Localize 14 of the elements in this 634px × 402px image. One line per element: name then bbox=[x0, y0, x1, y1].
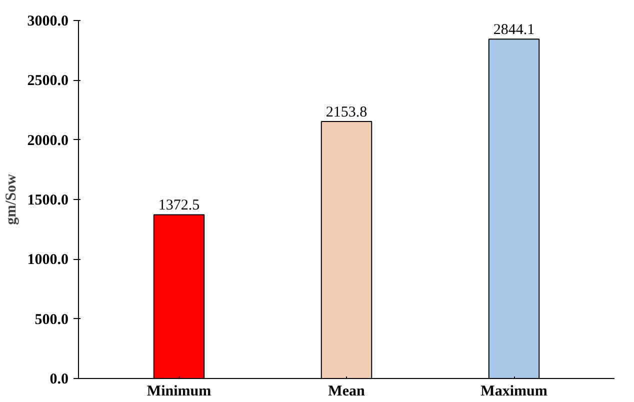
y-tick-label: 3000.0 bbox=[27, 14, 68, 30]
data-label: 2153.8 bbox=[326, 104, 368, 120]
y-axis-title: gm/Sow bbox=[3, 174, 20, 225]
x-tick-label: Mean bbox=[328, 384, 366, 400]
data-label: 2844.1 bbox=[493, 22, 535, 38]
y-tick-label: 2500.0 bbox=[27, 73, 68, 90]
x-tick-label: Maximum bbox=[480, 384, 548, 400]
data-label: 1372.5 bbox=[158, 198, 200, 214]
y-tick-label: 0.0 bbox=[50, 372, 68, 388]
x-tick-label: Minimum bbox=[146, 384, 212, 400]
y-tick-label: 500.0 bbox=[34, 312, 68, 328]
y-tick-label: 1500.0 bbox=[27, 192, 68, 208]
y-tick-label: 2000.0 bbox=[27, 132, 68, 149]
y-tick-label: 1000.0 bbox=[27, 252, 68, 268]
